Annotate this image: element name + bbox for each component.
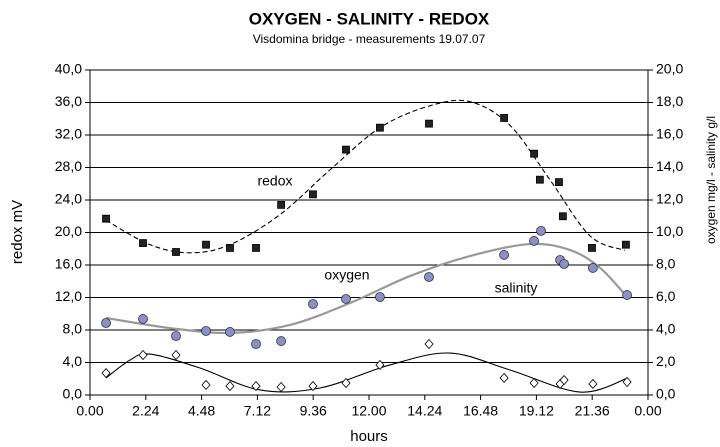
data-point xyxy=(309,190,317,199)
data-point xyxy=(375,292,385,302)
y-tick-label: 36,0 xyxy=(55,93,82,109)
data-point xyxy=(341,294,351,304)
y-tick-label: 32,0 xyxy=(55,126,82,142)
data-point xyxy=(101,318,111,328)
data-point xyxy=(622,240,630,249)
y-tick-label: 0,0 xyxy=(63,386,83,402)
x-tick-label: 19.12 xyxy=(519,403,554,419)
data-point xyxy=(251,339,261,349)
data-point xyxy=(529,236,539,246)
x-tick-label: 21.36 xyxy=(575,403,610,419)
data-point xyxy=(202,240,210,249)
data-point xyxy=(171,349,181,361)
data-point xyxy=(341,377,351,389)
data-point xyxy=(226,244,234,252)
data-point xyxy=(622,290,632,300)
data-point xyxy=(588,244,596,252)
y-tick-label: 12,0 xyxy=(55,288,82,304)
y2-tick-label: 0,0 xyxy=(656,386,676,402)
y-tick-label: 8,0 xyxy=(63,321,83,337)
series-label: oxygen xyxy=(324,267,369,283)
data-point xyxy=(622,376,632,388)
data-point xyxy=(308,299,318,309)
data-point xyxy=(308,380,318,392)
data-point xyxy=(535,175,544,184)
data-point xyxy=(276,336,287,346)
data-point xyxy=(559,374,569,386)
data-point xyxy=(425,119,433,128)
y2-tick-label: 12,0 xyxy=(656,191,683,207)
data-point xyxy=(499,372,509,384)
data-point xyxy=(424,272,434,282)
data-point xyxy=(529,377,539,389)
y2-axis-label: oxygen mg/l - salinity g/l xyxy=(704,116,718,244)
data-point xyxy=(555,178,563,187)
data-point xyxy=(376,123,384,132)
y2-tick-label: 20,0 xyxy=(656,61,683,77)
data-point xyxy=(499,250,509,260)
data-point xyxy=(500,114,508,122)
y-tick-label: 20,0 xyxy=(55,223,82,239)
data-point xyxy=(588,378,598,390)
chart-title: OXYGEN - SALINITY - REDOX xyxy=(249,9,490,28)
chart-subtitle: Visdomina bridge - measurements 19.07.07 xyxy=(253,32,486,46)
x-tick-label: 7.12 xyxy=(244,403,271,419)
x-tick-label: 12.00 xyxy=(351,403,386,419)
y2-tick-label: 10,0 xyxy=(656,223,683,239)
trend-line xyxy=(105,242,629,335)
data-point xyxy=(536,225,546,236)
data-point xyxy=(172,248,180,256)
y2-tick-label: 8,0 xyxy=(656,256,676,272)
x-tick-label: 14.24 xyxy=(407,403,442,419)
data-point xyxy=(559,259,569,269)
x-tick-label: 4.48 xyxy=(188,403,215,419)
y-tick-label: 16,0 xyxy=(55,256,82,272)
data-point xyxy=(277,200,286,209)
data-point xyxy=(225,327,235,337)
y-tick-label: 40,0 xyxy=(55,61,82,77)
y2-tick-label: 2,0 xyxy=(656,353,676,369)
data-point xyxy=(101,367,111,379)
y-tick-label: 24,0 xyxy=(55,191,82,207)
data-point xyxy=(276,381,286,393)
data-point xyxy=(424,338,434,350)
y-tick-label: 4,0 xyxy=(63,353,83,369)
data-point xyxy=(530,149,538,158)
y-axis-label: redox mV xyxy=(9,200,26,264)
y2-tick-label: 14,0 xyxy=(656,158,683,174)
x-tick-label: 9.36 xyxy=(300,403,327,419)
series-label: redox xyxy=(257,173,292,189)
y2-tick-label: 18,0 xyxy=(656,93,683,109)
y-tick-label: 28,0 xyxy=(55,158,82,174)
data-point xyxy=(342,145,350,154)
data-point xyxy=(559,212,567,221)
data-point xyxy=(375,359,385,371)
y2-tick-label: 4,0 xyxy=(656,321,676,337)
data-point xyxy=(252,244,260,252)
data-point xyxy=(139,239,147,247)
series-label: salinity xyxy=(495,280,538,296)
x-tick-label: 2.24 xyxy=(132,403,159,419)
trend-line xyxy=(105,352,629,393)
x-tick-label: 16.48 xyxy=(463,403,498,419)
x-tick-label: 0.00 xyxy=(76,403,103,419)
x-tick-label: 0.00 xyxy=(634,403,661,419)
y2-tick-label: 6,0 xyxy=(656,288,676,304)
data-point xyxy=(201,326,211,336)
y2-tick-label: 16,0 xyxy=(656,126,683,142)
trend-line xyxy=(105,99,625,254)
data-point xyxy=(225,380,235,392)
data-point xyxy=(138,349,148,361)
data-point xyxy=(201,379,211,391)
data-point xyxy=(171,331,181,341)
data-point xyxy=(251,380,261,392)
x-axis-label: hours xyxy=(350,428,388,445)
data-point xyxy=(102,214,110,223)
data-point xyxy=(587,263,598,273)
data-point xyxy=(138,314,148,324)
